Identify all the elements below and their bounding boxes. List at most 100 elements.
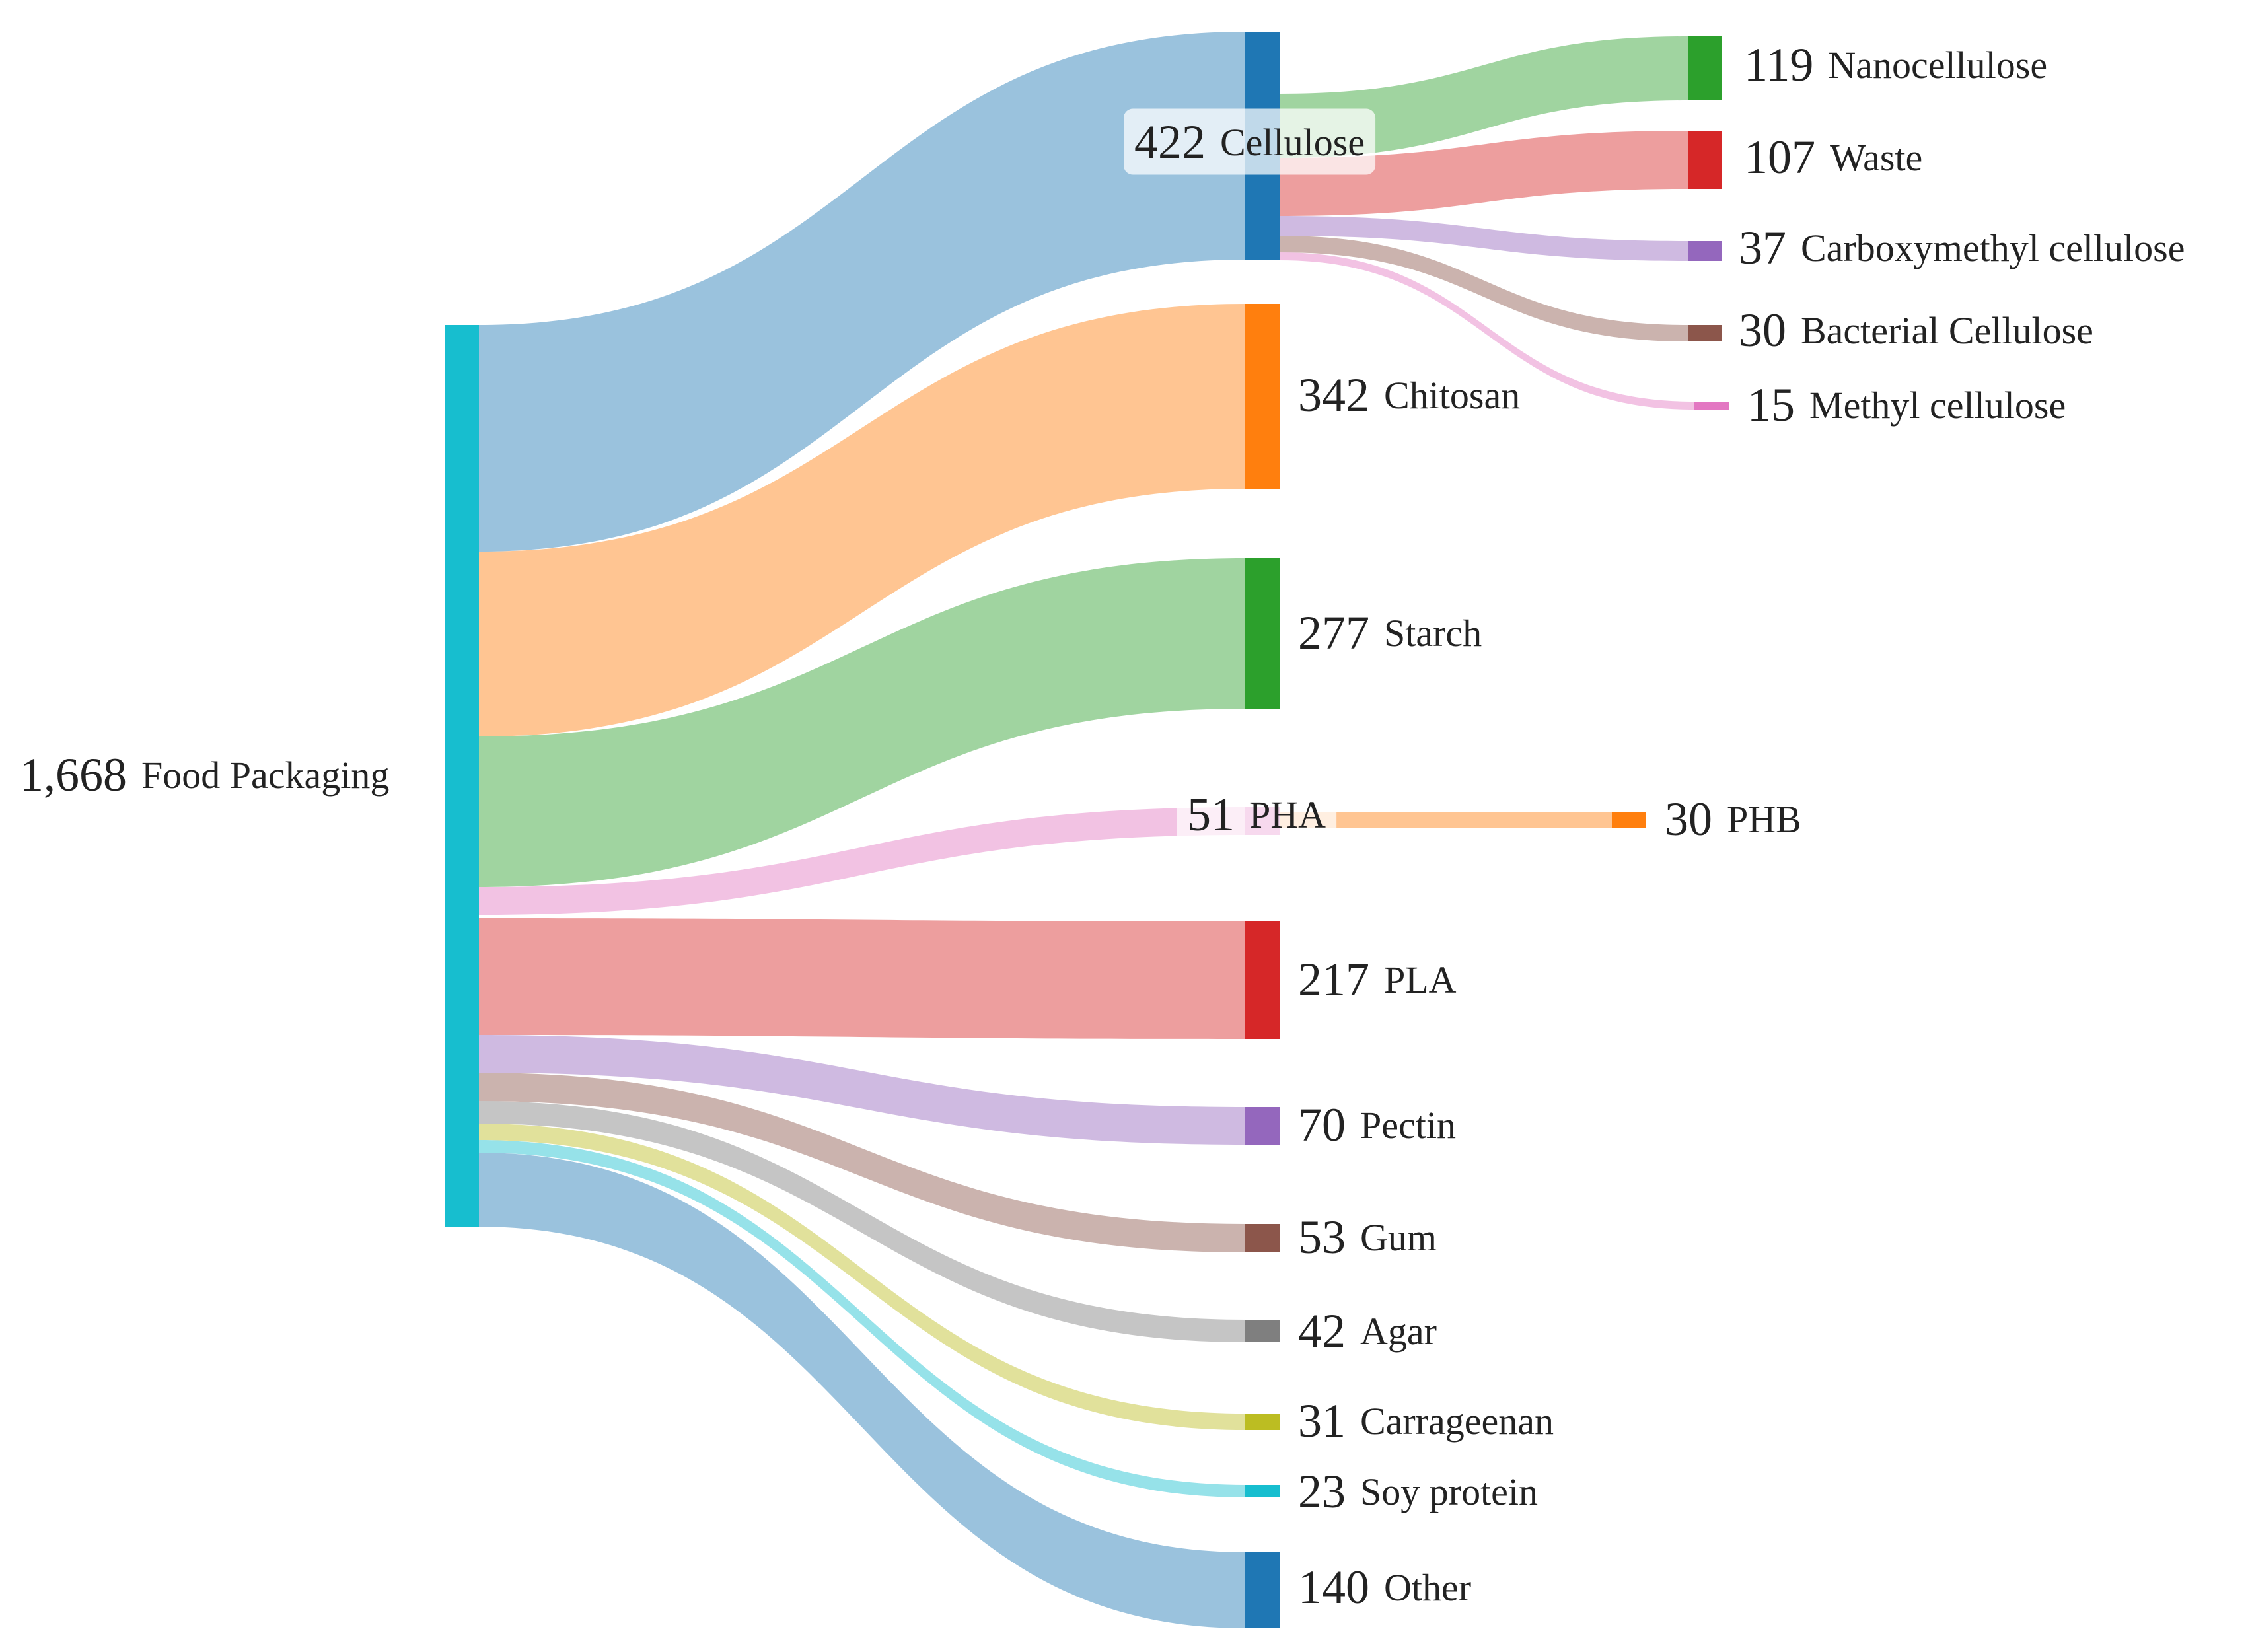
label-name: Waste (1830, 136, 1922, 179)
node-pectin[interactable] (1245, 1107, 1280, 1145)
node-pla[interactable] (1245, 921, 1280, 1039)
label-food: 1,668 Food Packaging (20, 748, 389, 801)
flow-pha-to-phb[interactable] (1280, 812, 1612, 828)
label-gum: 53 Gum (1298, 1211, 1437, 1264)
label-cmc: 37 Carboxymethyl cellulose (1739, 221, 2185, 274)
flow-food-to-carrageenan[interactable] (479, 1124, 1245, 1430)
node-carrageenan[interactable] (1245, 1414, 1280, 1430)
node-soy[interactable] (1245, 1485, 1280, 1497)
flow-cellulose-to-cmc[interactable] (1280, 216, 1688, 261)
label-value: 1,668 (20, 748, 127, 801)
label-nanocellulose: 119 Nanocellulose (1744, 38, 2047, 91)
flow-food-to-starch[interactable] (479, 558, 1245, 887)
label-chitosan: 342 Chitosan (1298, 369, 1520, 421)
label-background (1177, 781, 1337, 847)
label-other: 140 Other (1298, 1561, 1471, 1614)
label-name: Soy protein (1360, 1470, 1538, 1513)
label-value: 342 (1298, 369, 1369, 421)
flow-cellulose-to-nanocellulose[interactable] (1280, 36, 1688, 158)
flow-cellulose-to-methyl[interactable] (1280, 252, 1694, 410)
flow-cellulose-to-waste[interactable] (1280, 131, 1688, 216)
node-starch[interactable] (1245, 558, 1280, 709)
label-name: PLA (1384, 958, 1457, 1001)
label-name: Pectin (1360, 1104, 1456, 1147)
flow-food-to-pha[interactable] (479, 807, 1245, 915)
label-name: Cellulose (1220, 121, 1365, 164)
label-value: 30 (1739, 304, 1786, 357)
label-name: PHA (1249, 793, 1326, 836)
label-name: Agar (1360, 1310, 1437, 1353)
label-name: Starch (1384, 612, 1482, 655)
flow-food-to-pectin[interactable] (479, 1035, 1245, 1145)
flows (479, 32, 1694, 1628)
label-value: 30 (1665, 793, 1712, 845)
label-phb: 30 PHB (1665, 793, 1801, 845)
label-name: Other (1384, 1566, 1471, 1609)
label-waste: 107 Waste (1744, 131, 1922, 184)
label-bacterial: 30 Bacterial Cellulose (1739, 304, 2093, 357)
flow-food-to-pla[interactable] (479, 918, 1245, 1039)
node-bacterial[interactable] (1688, 325, 1722, 341)
label-background (1124, 108, 1376, 175)
label-value: 277 (1298, 606, 1369, 659)
label-pha: 51 PHA (1177, 781, 1337, 847)
label-name: Chitosan (1384, 374, 1520, 417)
label-name: Carrageenan (1360, 1400, 1554, 1443)
label-soy: 23 Soy protein (1298, 1465, 1538, 1518)
label-name: Carboxymethyl cellulose (1801, 227, 2185, 269)
label-value: 31 (1298, 1394, 1346, 1447)
node-other[interactable] (1245, 1552, 1280, 1628)
label-value: 37 (1739, 221, 1786, 274)
flow-food-to-agar[interactable] (479, 1101, 1245, 1342)
label-name: Methyl cellulose (1809, 384, 2066, 427)
label-value: 23 (1298, 1465, 1346, 1518)
flow-cellulose-to-bacterial[interactable] (1280, 236, 1688, 341)
label-pectin: 70 Pectin (1298, 1098, 1456, 1151)
flow-food-to-other[interactable] (479, 1153, 1245, 1628)
label-pla: 217 PLA (1298, 953, 1457, 1006)
flow-food-to-chitosan[interactable] (479, 304, 1245, 736)
label-value: 42 (1298, 1305, 1346, 1357)
flow-food-to-cellulose[interactable] (479, 32, 1245, 552)
node-agar[interactable] (1245, 1320, 1280, 1342)
label-value: 51 (1187, 788, 1235, 841)
label-value: 217 (1298, 953, 1369, 1006)
label-starch: 277 Starch (1298, 606, 1482, 659)
labels: 1,668 Food Packaging 422 Cellulose 342 Chitos… (20, 38, 2185, 1614)
label-methyl: 15 Methyl cellulose (1747, 378, 2066, 431)
node-chitosan[interactable] (1245, 304, 1280, 489)
node-waste[interactable] (1688, 131, 1722, 189)
node-phb[interactable] (1612, 812, 1646, 828)
node-nanocellulose[interactable] (1688, 36, 1722, 100)
node-cmc[interactable] (1688, 241, 1722, 261)
label-value: 15 (1747, 378, 1795, 431)
label-value: 140 (1298, 1561, 1369, 1614)
label-name: Gum (1360, 1216, 1437, 1259)
label-value: 70 (1298, 1098, 1346, 1151)
label-value: 53 (1298, 1211, 1346, 1264)
label-value: 107 (1744, 131, 1815, 184)
label-value: 422 (1134, 116, 1206, 168)
node-food[interactable] (445, 325, 479, 1227)
label-name: Bacterial Cellulose (1801, 309, 2093, 352)
node-methyl[interactable] (1694, 402, 1729, 410)
flow-food-to-gum[interactable] (479, 1073, 1245, 1252)
label-name: PHB (1727, 798, 1801, 841)
flow-food-to-soy[interactable] (479, 1140, 1245, 1497)
node-gum[interactable] (1245, 1224, 1280, 1252)
